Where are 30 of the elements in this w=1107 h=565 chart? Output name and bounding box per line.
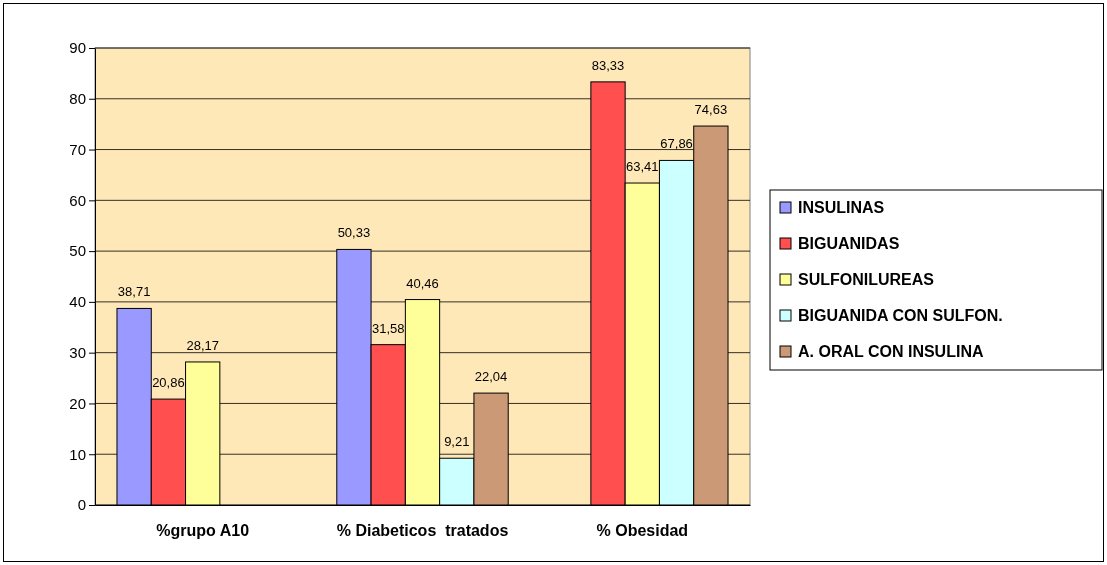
y-tick-label: 60 bbox=[69, 191, 86, 209]
legend-label: SULFONILUREAS bbox=[798, 271, 935, 288]
legend-label: A. ORAL CON INSULINA bbox=[798, 343, 984, 360]
data-label: 9,21 bbox=[444, 434, 470, 450]
data-label: 31,58 bbox=[371, 320, 405, 336]
data-label: 67,86 bbox=[660, 136, 693, 152]
legend-label: BIGUANIDA CON SULFON. bbox=[798, 307, 1003, 324]
data-label: 40,46 bbox=[406, 275, 439, 291]
data-label: 83,33 bbox=[591, 57, 625, 73]
y-tick-label: 90 bbox=[69, 39, 86, 57]
y-tick-label: 30 bbox=[69, 343, 86, 361]
y-tick-label: 20 bbox=[69, 394, 86, 412]
legend-label: BIGUANIDAS bbox=[798, 235, 900, 252]
data-label: 63,41 bbox=[626, 159, 659, 175]
x-tick-label: % Diabeticos tratados bbox=[336, 522, 509, 540]
data-label: 22,04 bbox=[474, 369, 508, 385]
x-tick-label: % Obesidad bbox=[596, 522, 689, 540]
y-tick-label: 80 bbox=[69, 90, 86, 108]
data-label: 74,63 bbox=[694, 102, 728, 118]
y-tick-label: 70 bbox=[69, 140, 86, 158]
y-tick-label: 40 bbox=[69, 293, 86, 311]
x-tick-label: %grupo A10 bbox=[156, 522, 250, 540]
y-tick-label: 10 bbox=[69, 445, 86, 463]
legend-label: INSULINAS bbox=[798, 199, 885, 216]
y-tick-label: 50 bbox=[69, 242, 86, 260]
data-label: 50,33 bbox=[337, 225, 371, 241]
data-label: 28,17 bbox=[186, 337, 219, 353]
data-label: 38,71 bbox=[117, 284, 151, 300]
y-tick-label: 0 bbox=[77, 496, 86, 514]
data-label: 20,86 bbox=[152, 375, 185, 391]
